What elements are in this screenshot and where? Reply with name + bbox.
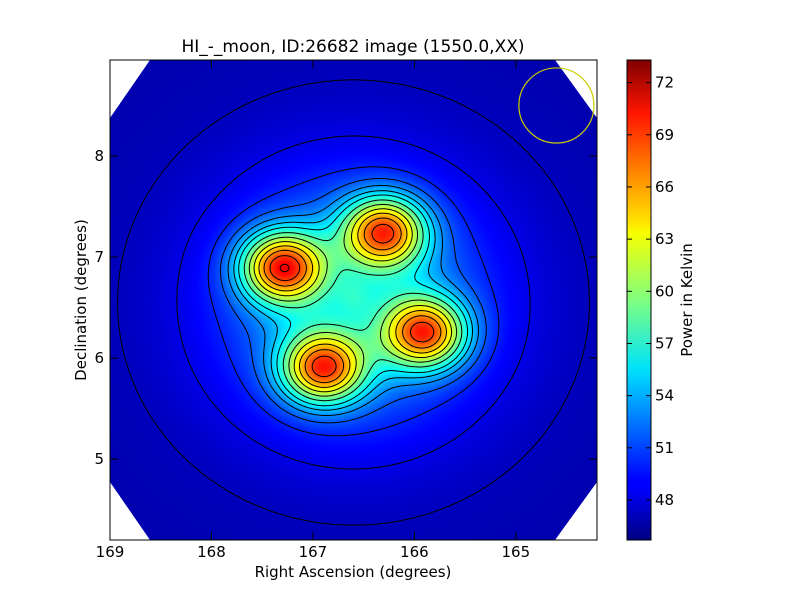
x-tick-label: 167 [299,543,328,561]
x-tick-label: 169 [96,543,125,561]
y-tick-label: 7 [94,248,104,266]
contour-line [219,178,487,424]
colorbar-tick-label: 69 [655,126,674,144]
colorbar-label: Power in Kelvin [678,243,696,357]
heatmap [110,60,597,540]
colorbar-tick-label: 51 [655,439,674,457]
y-tick-label: 8 [94,147,104,165]
colorbar-tick-label: 54 [655,387,674,405]
contour-line [269,223,435,378]
contour-line [253,208,453,393]
contour-line [117,79,590,526]
colorbar-tick-label: 60 [655,282,674,300]
contour-line [258,212,447,388]
colorbar-ticks: 48 51 54 57 60 63 66 69 72 [627,74,674,509]
y-axis-label: Declination (degrees) [72,219,90,381]
beam-circle [518,67,595,144]
y-tick-label: 5 [94,450,104,468]
x-tick-label: 165 [502,543,531,561]
y-axis: 5 6 7 8 [94,147,597,468]
contour-line [227,184,479,416]
contour-line [248,203,458,397]
contour-line [233,190,473,411]
contour-line [279,263,290,273]
colorbar-tick-label: 57 [655,334,674,352]
colorbar-tick-label: 66 [655,178,674,196]
chart-title: HI_-_moon, ID:26682 image (1550.0,XX) [182,37,525,57]
x-axis: 169 168 167 166 165 [96,60,530,561]
contour-line [243,199,463,402]
x-tick-label: 168 [197,543,226,561]
colorbar-tick-label: 63 [655,230,674,248]
contour-lines [117,79,590,526]
x-tick-label: 166 [400,543,429,561]
colorbar-tick-label: 48 [655,491,674,509]
x-axis-label: Right Ascension (degrees) [255,563,452,581]
colorbar [626,59,652,541]
y-tick-label: 6 [94,349,104,367]
contour-line [207,166,500,437]
contour-line [176,135,531,470]
contour-line [263,217,442,384]
plot-frame [109,59,598,541]
heatmap-image [110,60,597,540]
colorbar-tick-label: 72 [655,74,674,92]
contour-line [238,194,469,407]
